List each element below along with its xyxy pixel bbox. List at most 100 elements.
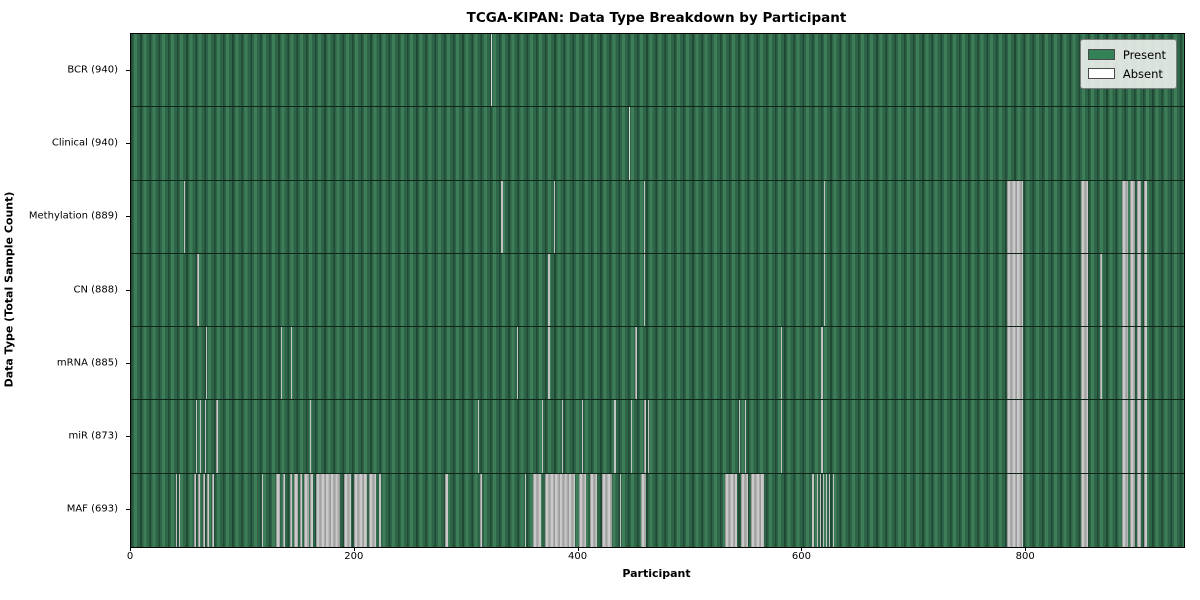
absent-stripe [628, 107, 631, 180]
absent-stripe [745, 400, 747, 473]
row-band-bcr [131, 34, 1184, 108]
x-tick-label-600: 600 [791, 551, 811, 562]
absent-stripe [1081, 180, 1088, 253]
absent-stripe [216, 400, 219, 473]
absent-stripe [524, 473, 526, 547]
absent-stripe [1143, 327, 1148, 400]
x-tick-label-200: 200 [344, 551, 364, 562]
absent-stripe [1100, 253, 1103, 327]
absent-stripe [1130, 253, 1135, 327]
absent-stripe [740, 473, 748, 547]
absent-stripe [1122, 327, 1129, 400]
y-tick-label-mir: miR (873) [68, 430, 118, 442]
absent-stripe [1143, 253, 1148, 327]
absent-stripe [1130, 327, 1135, 400]
absent-stripe [643, 400, 646, 473]
absent-stripe [829, 473, 831, 547]
absent-stripe [823, 180, 825, 253]
absent-stripe [647, 400, 650, 473]
absent-stripe [614, 400, 616, 473]
absent-stripe [825, 473, 828, 547]
absent-stripe [581, 400, 584, 473]
absent-stripe [1122, 253, 1129, 327]
row-band-mir [131, 400, 1184, 474]
legend-swatch-present [1087, 49, 1115, 60]
absent-stripe [175, 473, 177, 547]
absent-stripe [1122, 180, 1129, 253]
absent-stripe [480, 473, 483, 547]
absent-stripe [202, 473, 205, 547]
absent-stripe [280, 327, 283, 400]
absent-stripe [1100, 327, 1103, 400]
absent-stripe [198, 473, 201, 547]
legend-item-present: Present [1087, 45, 1166, 64]
y-tick-mark [126, 436, 130, 438]
y-tick-mark [126, 362, 130, 364]
absent-stripe [1130, 473, 1135, 547]
y-tick-label-bcr: BCR (940) [67, 64, 118, 76]
y-tick-mark [126, 289, 130, 291]
absent-stripe [379, 473, 381, 547]
legend: Present Absent [1079, 39, 1177, 89]
absent-stripe [291, 327, 293, 400]
absent-stripe [548, 327, 550, 400]
absent-stripe [781, 327, 783, 400]
absent-stripe [310, 400, 312, 473]
absent-stripe [822, 473, 824, 547]
absent-stripe [1007, 400, 1023, 473]
absent-stripe [1122, 473, 1129, 547]
y-tick-label-maf: MAF (693) [66, 503, 118, 515]
absent-stripe [602, 473, 613, 547]
y-axis-label: Data Type (Total Sample Count) [2, 191, 16, 388]
absent-stripe [620, 473, 622, 547]
absent-stripe [548, 253, 550, 327]
x-tick-mark [353, 547, 355, 551]
absent-stripe [299, 473, 303, 547]
legend-label-absent: Absent [1122, 66, 1163, 81]
plot-area: Present Absent [130, 33, 1185, 548]
absent-stripe [200, 400, 202, 473]
y-tick-mark [126, 509, 130, 511]
row-band-mrna [131, 327, 1184, 401]
absent-stripe [310, 473, 314, 547]
absent-stripe [634, 327, 637, 400]
absent-stripe [1081, 400, 1088, 473]
x-tick-mark [577, 547, 579, 551]
y-tick-label-mrna: mRNA (885) [56, 357, 118, 369]
absent-stripe [643, 180, 645, 253]
y-tick-mark [126, 69, 130, 71]
absent-stripe [283, 473, 286, 547]
absent-stripe [343, 473, 352, 547]
absent-stripe [1081, 473, 1088, 547]
absent-stripe [369, 473, 377, 547]
absent-stripe [197, 253, 200, 327]
absent-stripe [1007, 180, 1023, 253]
legend-label-present: Present [1122, 47, 1166, 62]
absent-stripe [1143, 400, 1148, 473]
absent-stripe [641, 473, 646, 547]
absent-stripe [545, 473, 576, 547]
absent-stripe [1143, 180, 1148, 253]
absent-stripe [1137, 180, 1142, 253]
absent-stripe [205, 327, 208, 400]
absent-stripe [823, 253, 825, 327]
y-tick-mark [126, 216, 130, 218]
x-tick-mark [130, 547, 131, 551]
absent-stripe [1081, 253, 1088, 327]
absent-stripe [304, 473, 309, 547]
absent-stripe [1007, 327, 1023, 400]
absent-stripe [643, 253, 645, 327]
absent-stripe [750, 473, 765, 547]
y-tick-label-methylation: Methylation (889) [28, 210, 118, 222]
absent-stripe [261, 473, 264, 547]
chart-title: TCGA-KIPAN: Data Type Breakdown by Parti… [466, 10, 847, 26]
absent-stripe [1081, 327, 1088, 400]
absent-stripe [589, 473, 597, 547]
absent-stripe [183, 180, 185, 253]
absent-stripe [631, 400, 633, 473]
absent-stripe [207, 473, 210, 547]
absent-stripe [353, 473, 368, 547]
absent-stripe [1130, 180, 1135, 253]
absent-stripe [491, 34, 493, 107]
